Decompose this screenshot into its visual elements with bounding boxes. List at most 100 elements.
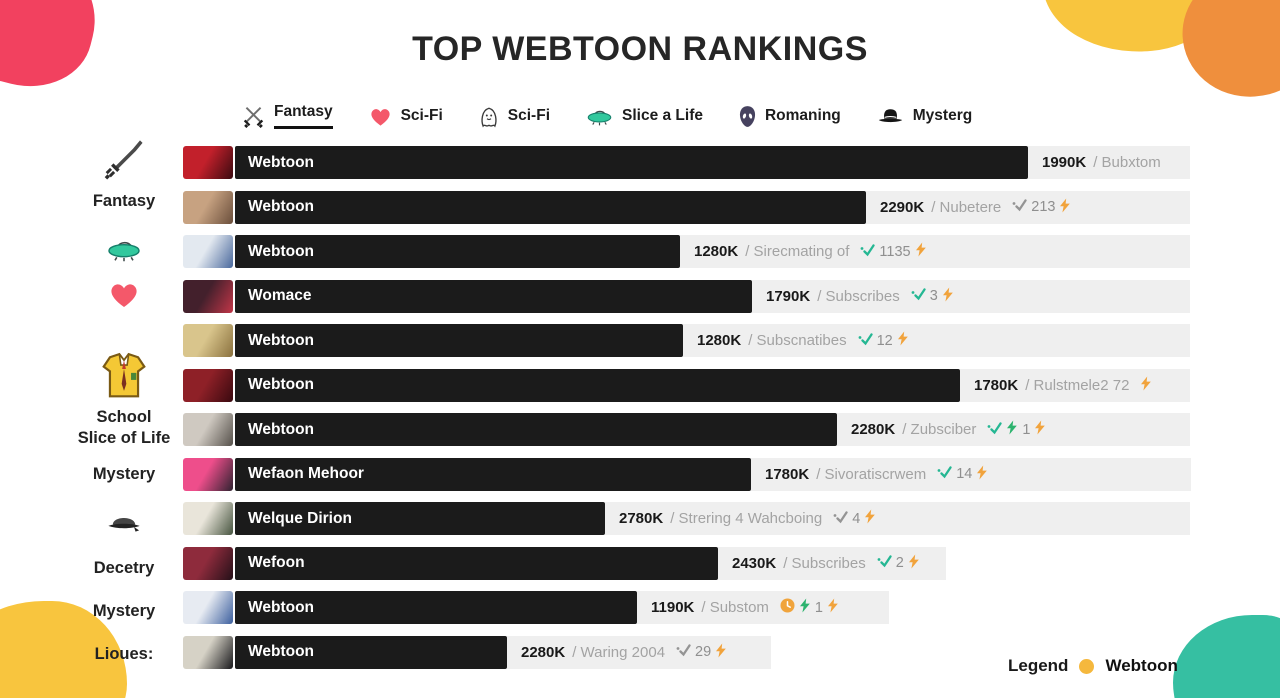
ranking-bar: Webtoon [235,190,866,224]
bar-title: Webtoon [248,242,315,260]
stat-badges: 1135 [860,242,926,261]
badge-number: 1 [1022,421,1031,438]
badge-number: 14 [956,466,973,482]
webtoon-thumbnail [183,279,233,313]
bar-title: Webtoon [248,153,315,171]
subscriber-count: 1790K [766,287,811,305]
tab-romaning-5[interactable]: Romaning [739,105,841,128]
subscriber-count: 2280K [521,643,566,661]
bar-title: Webtoon [248,376,315,393]
check-gray-icon [1012,198,1027,216]
ranking-bar: Webtoon [235,591,637,624]
sidebar-label-text: Slice of Life [77,429,171,447]
sidebar-detective-hat-icon [60,505,188,545]
bar-title: Wefoon [248,554,305,571]
bolt-green-icon [799,598,811,617]
stat-badges: 213 [1012,198,1071,217]
subscriber-count: 2280K [851,421,896,438]
ranking-row: Wefaon Mehoor 1780K / Sivoratiscrwem 14 [183,457,1191,491]
ranking-stats: 2280K / Zubsciber 1 [837,413,1190,446]
tab-slice-a-life-4[interactable]: Slice a Life [586,106,703,127]
tab-sci-fi-3[interactable]: Sci-Fi [479,104,550,128]
ranking-row: Webtoon 1280K / Subscnatibes 12 [183,324,1191,357]
ranking-bar: Wefoon [235,546,718,580]
stat-description: / Waring 2004 [572,643,666,661]
tab-sci-fi-2[interactable]: Sci-Fi [369,106,443,127]
check-teal-icon [877,554,892,572]
ufo-icon [106,233,142,271]
bolt-orange-icon [1059,198,1071,217]
webtoon-thumbnail [183,591,233,624]
tab-mysterg-6[interactable]: Mysterg [877,107,972,125]
bar-title: Webtoon [248,598,315,616]
webtoon-thumbnail [183,146,233,179]
stat-description: / Subscribes [817,287,900,305]
sidebar-label-text: Decetry [93,559,155,577]
ranking-stats: 1780K / Rulstmele2 72 [960,368,1190,402]
sword-icon [101,138,147,185]
sidebar-label: School [60,408,188,427]
badge-number: 29 [695,644,712,660]
webtoon-thumbnail [183,190,233,224]
bolt-orange-icon [864,509,876,528]
stat-description: / Sirecmating of [745,243,850,260]
ranking-stats: 1780K / Sivoratiscrwem 14 [751,457,1191,491]
uniform-icon [97,351,151,406]
stat-badges: 4 [833,509,876,528]
ranking-row: Wefoon 2430K / Subscribes 2 [183,546,1191,580]
bolt-orange-icon [897,331,909,350]
bar-title: Webtoon [248,643,315,660]
tab-label: Romaning [764,107,841,124]
ranking-row: Webtoon 1990K / Bubxtom [183,146,1191,179]
ghost-icon [479,104,499,128]
subscriber-count: 1280K [694,243,739,260]
ranking-bar: Welque Dirion [235,502,605,535]
ranking-stats: 1280K / Sirecmating of 1135 [680,235,1190,268]
ranking-bar: Wefaon Mehoor [235,457,751,491]
subscriber-count: 1280K [697,332,742,349]
sidebar-label-text: Lioues: [94,645,154,663]
badge-number: 213 [1031,199,1056,215]
ranking-bar: Webtoon [235,368,960,402]
ranking-row: Webtoon 2290K / Nubetere 213 [183,190,1191,224]
sidebar-label-text: Fantasy [92,192,156,210]
sidebar-uniform-icon [60,351,188,406]
tab-fantasy-1[interactable]: Fantasy [242,103,333,129]
legend-label: Legend [1008,656,1069,675]
stat-description: / Rulstmele2 72 [1025,376,1130,394]
ranking-row: Webtoon 2280K / Waring 2004 29 [183,635,1191,669]
tab-label: Mysterg [912,107,973,124]
sidebar-label-text: Mystery [92,602,156,620]
ranking-stats: 2430K / Subscribes 2 [718,546,946,580]
legend-series-label: Webtoon [1105,656,1178,675]
stat-badges: 1 [780,598,839,617]
sidebar-sword-icon [60,138,188,185]
webtoon-thumbnail [183,235,233,268]
ranking-row: Webtoon 1780K / Rulstmele2 72 [183,368,1191,402]
bolt-orange-icon [1140,376,1152,395]
bar-title: Webtoon [248,331,315,349]
ranking-stats: 2290K / Nubetere 213 [866,190,1190,224]
sidebar-label-text: Mystery [92,465,156,483]
sidebar-label: Mystery [60,465,188,484]
page-title: TOP WEBTOON RANKINGS [412,30,868,68]
crossed-swords-icon [242,105,265,128]
alien-icon [739,105,756,128]
ranking-rows: Webtoon 1990K / Bubxtom Webtoon 2290K / Nubet… [183,146,1191,669]
sidebar-label: Slice of Life [60,429,188,448]
check-teal-icon [937,465,952,483]
webtoon-thumbnail [183,413,233,446]
stat-description: / Strering 4 Wahcboing [670,510,823,527]
subscriber-count: 2430K [732,554,777,572]
sidebar-label: Mystery [60,602,188,621]
ranking-bar: Webtoon [235,324,683,357]
clock-orange-icon [780,598,795,617]
bar-title: Wefaon Mehoor [248,465,364,482]
subscriber-count: 1780K [765,465,810,483]
subscriber-count: 1780K [974,376,1019,394]
sidebar-label: Lioues: [60,645,188,664]
check-teal-icon [858,332,873,350]
ufo-icon [586,106,613,127]
stat-description: / Nubetere [931,198,1002,216]
badge-number: 1135 [879,243,911,260]
